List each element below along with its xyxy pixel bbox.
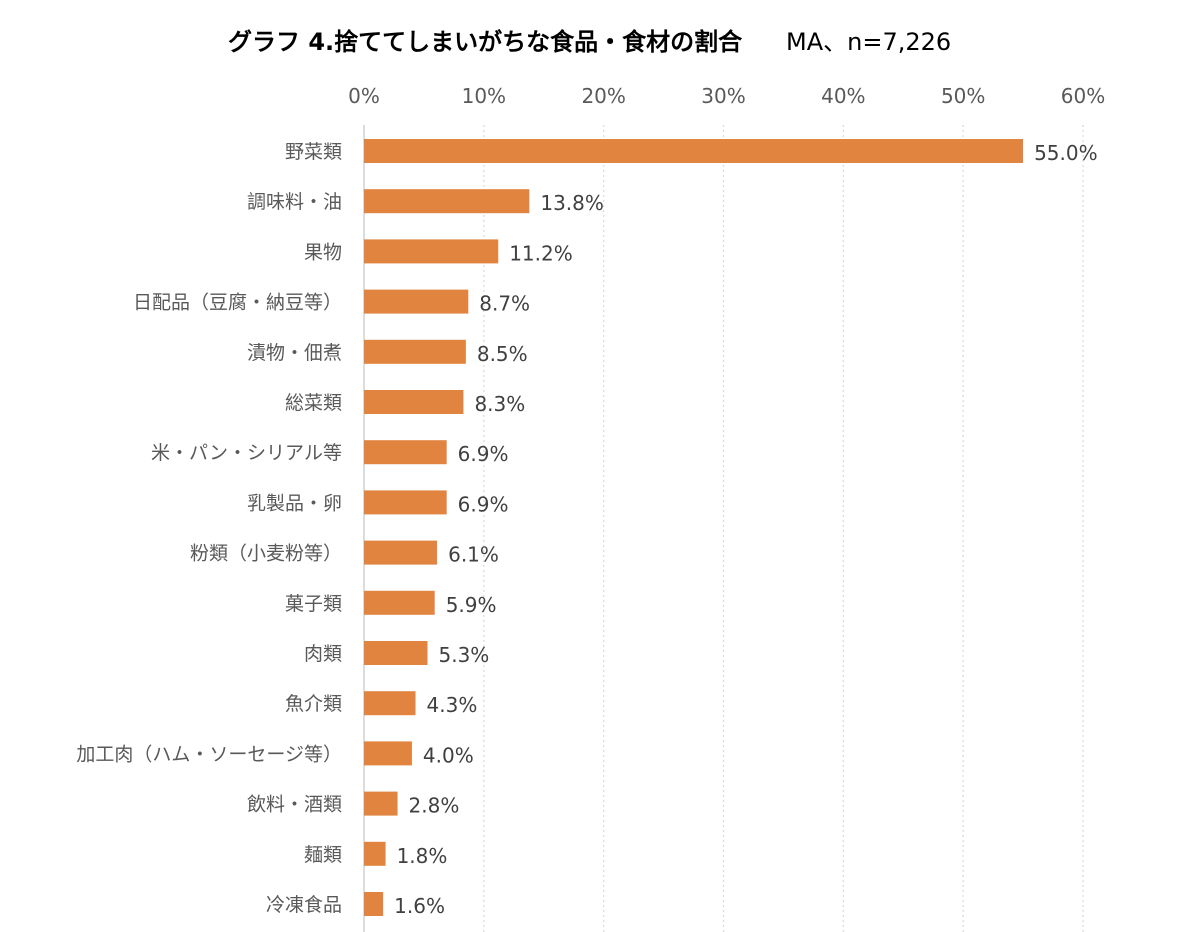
category-label: 漬物・佃煮 bbox=[247, 342, 342, 364]
data-label: 6.9% bbox=[458, 492, 509, 516]
x-tick-label: 40% bbox=[821, 84, 865, 108]
bar bbox=[364, 590, 435, 615]
x-tick-label: 20% bbox=[581, 84, 625, 108]
bar bbox=[364, 189, 530, 214]
x-tick-label: 0% bbox=[348, 84, 380, 108]
bar bbox=[364, 641, 428, 665]
chart-title: グラフ 4.捨ててしまいがちな食品・食材の割合 bbox=[228, 28, 743, 56]
x-tick-label: 10% bbox=[462, 84, 506, 108]
data-label: 5.3% bbox=[439, 643, 490, 667]
data-label: 8.3% bbox=[474, 392, 525, 416]
category-label: 果物 bbox=[304, 241, 342, 263]
category-label: 飲料・酒類 bbox=[247, 794, 342, 816]
bar bbox=[364, 490, 447, 515]
x-tick-label: 60% bbox=[1061, 84, 1105, 108]
x-tick-label: 50% bbox=[941, 84, 985, 108]
data-label: 13.8% bbox=[540, 191, 604, 215]
data-label: 55.0% bbox=[1034, 141, 1098, 165]
category-label: 米・パン・シリアル等 bbox=[151, 442, 342, 464]
data-label: 8.5% bbox=[477, 342, 528, 366]
data-label: 6.1% bbox=[448, 543, 499, 567]
chart-title-row: グラフ 4.捨ててしまいがちな食品・食材の割合 MA、n=7,226 bbox=[0, 18, 1200, 62]
bar bbox=[364, 440, 447, 465]
category-label: 乳製品・卵 bbox=[247, 492, 342, 514]
bar bbox=[364, 339, 466, 364]
bar bbox=[364, 691, 416, 716]
category-label: 肉類 bbox=[304, 643, 342, 665]
category-label: 冷凍食品 bbox=[266, 894, 342, 916]
category-label: 加工肉（ハム・ソーセージ等） bbox=[76, 743, 342, 765]
bar bbox=[364, 289, 469, 314]
data-label: 6.9% bbox=[458, 442, 509, 466]
category-label: 日配品（豆腐・納豆等） bbox=[133, 292, 342, 314]
data-label: 2.8% bbox=[409, 794, 460, 818]
bar bbox=[364, 841, 386, 866]
category-label: 総菜類 bbox=[285, 392, 342, 414]
category-label: 調味料・油 bbox=[247, 191, 342, 213]
bar bbox=[364, 139, 1024, 163]
bar bbox=[364, 540, 438, 565]
category-label: 菓子類 bbox=[285, 593, 342, 615]
data-label: 5.9% bbox=[446, 593, 497, 617]
x-tick-label: 30% bbox=[701, 84, 745, 108]
bar bbox=[364, 892, 384, 916]
category-label: 麺類 bbox=[304, 844, 342, 866]
data-label: 1.6% bbox=[394, 894, 445, 918]
category-label: 粉類（小麦粉等） bbox=[190, 543, 342, 565]
bar bbox=[364, 741, 412, 766]
chart-subtitle: MA、n=7,226 bbox=[786, 28, 952, 56]
category-label: 魚介類 bbox=[285, 693, 342, 715]
bar bbox=[364, 791, 398, 816]
data-label: 4.3% bbox=[427, 693, 478, 717]
category-label: 野菜類 bbox=[285, 141, 342, 163]
bar bbox=[364, 390, 464, 414]
data-label: 8.7% bbox=[479, 292, 530, 316]
data-label: 1.8% bbox=[397, 844, 448, 868]
data-label: 11.2% bbox=[509, 241, 573, 265]
data-label: 4.0% bbox=[423, 743, 474, 767]
bar bbox=[364, 239, 499, 264]
